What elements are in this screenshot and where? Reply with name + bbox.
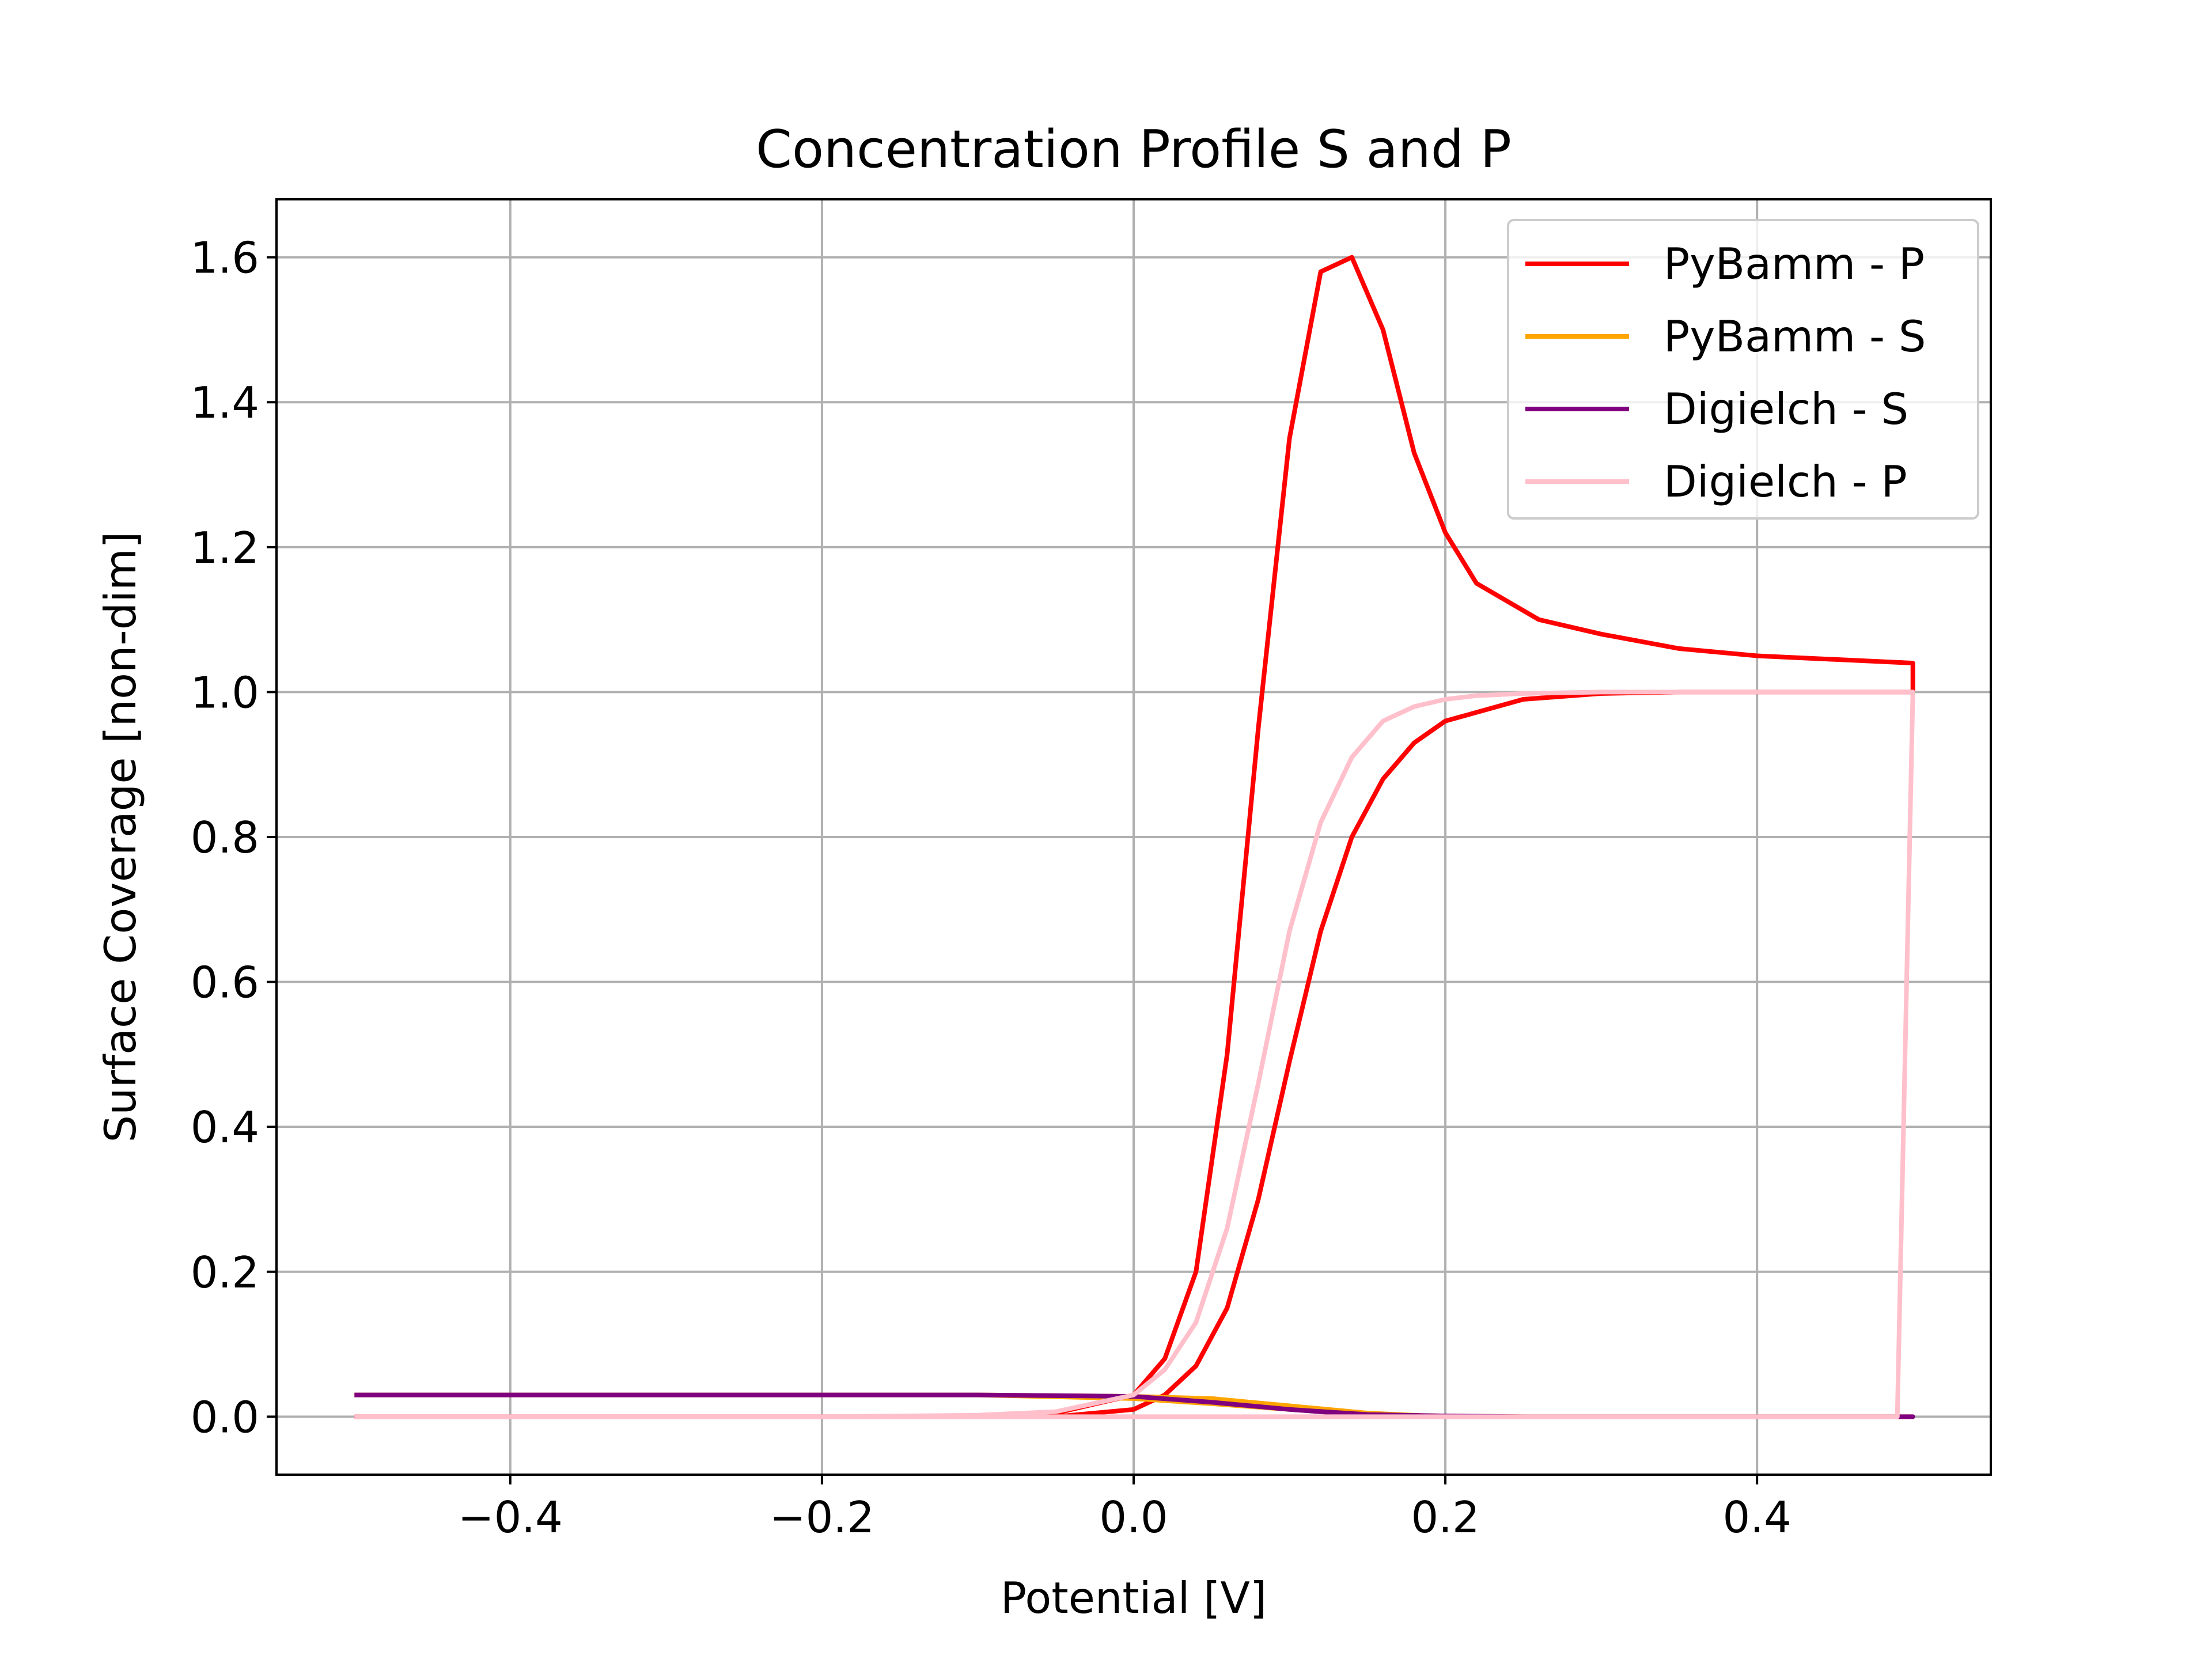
series-line-digielch-p [354,690,1915,1419]
x-tick-label: 0.0 [1099,1492,1168,1543]
legend-label-digielch-s: Digielch - S [1664,384,1908,434]
x-tick-label: −0.4 [458,1492,563,1543]
x-tick-label: 0.2 [1411,1492,1479,1543]
y-tick-label: 1.2 [191,522,259,573]
x-axis-label: Potential [V] [1001,1573,1267,1623]
y-axis-label: Surface Coverage [non-dim] [95,532,146,1143]
x-tick-label: 0.4 [1723,1492,1791,1543]
y-tick-label: 0.4 [191,1102,259,1153]
y-tick-label: 1.4 [191,377,259,428]
legend: PyBamm - P PyBamm - S Digielch - S Digielch… [1507,219,1979,520]
chart-title: Concentration Profile S and P [756,119,1512,180]
series-group [354,255,1915,1419]
y-tick-label: 1.0 [191,667,259,718]
legend-label-pybamm-s: PyBamm - S [1664,311,1926,362]
y-tick-label: 0.0 [191,1392,259,1442]
y-tick-label: 0.8 [191,812,259,863]
y-tick-label: 1.6 [191,233,259,283]
y-tick-label: 0.6 [191,957,259,1008]
legend-box [1507,219,1979,520]
legend-label-pybamm-p: PyBamm - P [1664,238,1925,289]
legend-label-digielch-p: Digielch - P [1664,456,1907,507]
series-line-pybamm-p [354,255,1915,1419]
x-tick-label: −0.2 [770,1492,874,1543]
series-line-digielch-s [354,1392,1915,1419]
ticks: −0.4 −0.2 0.0 0.2 0.4 0.0 0.2 0.4 0.6 0.8 1.0 1.2 1.… [191,233,1791,1543]
y-tick-label: 0.2 [191,1247,259,1298]
